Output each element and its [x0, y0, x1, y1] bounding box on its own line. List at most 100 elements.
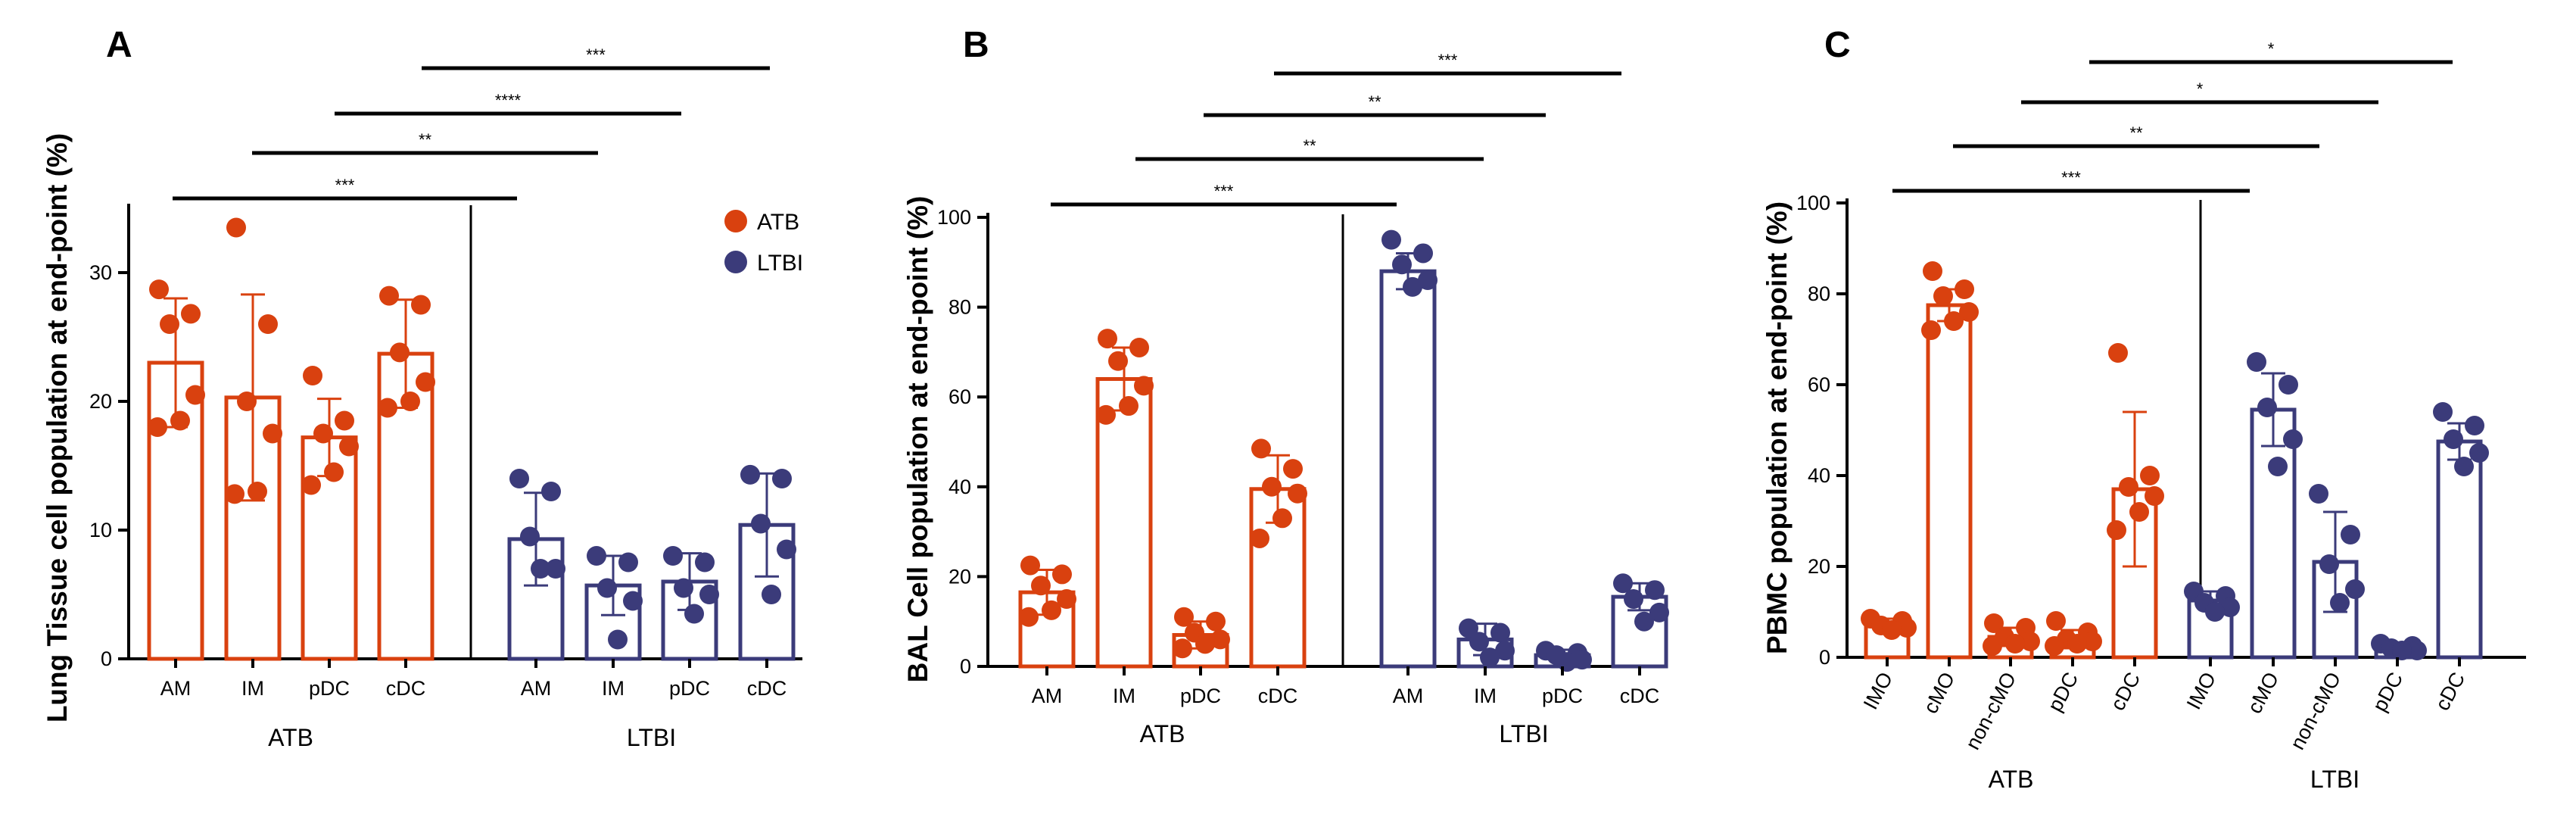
panel-b-cat-label: cDC — [1620, 685, 1660, 707]
panel-a-bar-atb-am-point — [149, 279, 169, 300]
panel-b-bar-atb-cdc-point — [1288, 483, 1307, 504]
panel-b-bar-atb-am-point — [1020, 555, 1040, 576]
panel-c-bar-atb-pdc-point — [2082, 632, 2102, 651]
panel-a-bar-atb-im-point — [248, 482, 267, 501]
panel-c-bar-atb-pdc-point — [2046, 611, 2066, 631]
panel-b-bar-atb-cdc-point — [1250, 528, 1269, 548]
panel-b-bar-atb-im-point — [1108, 351, 1128, 371]
panel-c-bar-atb-cdc-point — [2145, 486, 2164, 506]
panel-a-y-tick-label: 30 — [89, 261, 112, 284]
panel-a-bar-atb-im-point — [258, 314, 278, 334]
panel-c-cat-label: pDC — [2043, 669, 2082, 716]
panel-b-bar-ltbi-im-point — [1459, 618, 1478, 638]
panel-b-sig-label: ** — [1368, 92, 1381, 111]
panel-c-bar-ltbi-non-cmo-point — [2319, 554, 2339, 574]
panel-c-bar-ltbi-cmo-point — [2268, 457, 2288, 476]
panel-c-bar-atb-cmo-point — [1933, 286, 1953, 306]
panel-a-bar-atb-im-point — [226, 217, 246, 238]
panel-b-y-tick-label: 80 — [948, 296, 971, 319]
panel-c-cat-label: cMO — [2243, 669, 2283, 717]
panel-c-bar-ltbi-cdc-point — [2469, 443, 2489, 463]
panel-a-bar-ltbi-am-point — [520, 526, 540, 547]
panel-a-sig-label: *** — [335, 176, 355, 195]
panel-b-cat-label: cDC — [1258, 685, 1298, 707]
panel-c-bar-ltbi-cmo-point — [2247, 352, 2266, 372]
panel-c: C PBMC population at end-point (%) 0 20 40… — [1761, 25, 2526, 793]
panel-c-cat-label: cDC — [2431, 669, 2469, 714]
panel-a-bar-ltbi-im-point — [587, 546, 606, 566]
panel-b-cat-label: IM — [1113, 685, 1135, 707]
panel-b-bar-ltbi-cdc-point — [1649, 602, 1669, 622]
panel-a-bar-atb-cdc-point — [378, 398, 397, 418]
panel-a-sig-label: ** — [419, 130, 432, 149]
panel-b-bar-atb-pdc-point — [1174, 607, 1194, 627]
panel-c-bar-atb-cdc-point — [2108, 343, 2128, 363]
panel-a-bar-atb-cdc-point — [400, 392, 420, 411]
panel-a-bar-ltbi-im-point — [608, 629, 628, 650]
panel-a-bar-ltbi-pdc-point — [684, 604, 704, 624]
panel-a-bar-atb-am-point — [160, 314, 179, 334]
panel-c-bar-atb-pdc-point — [2067, 634, 2087, 654]
panel-a-sig-label: *** — [586, 45, 606, 64]
panel-c-y-tick-label: 40 — [1808, 464, 1830, 487]
panel-c-bar-ltbi-non-cmo-point — [2345, 579, 2365, 599]
panel-a-bar-atb-pdc-point — [339, 436, 359, 457]
legend-label-atb: ATB — [757, 210, 799, 235]
panel-c-bar-ltbi-cdc-point — [2465, 416, 2484, 435]
panel-b-bar-ltbi-im-point — [1495, 641, 1515, 661]
panel-b-bar-atb-pdc-point — [1195, 634, 1215, 654]
panel-a-letter: A — [106, 25, 132, 65]
panel-b-bar-ltbi-am-point — [1403, 276, 1422, 297]
panel-c-cat-label: non-cMO — [1961, 669, 2021, 753]
panel-b-bar-ltbi-cdc-point — [1624, 589, 1643, 610]
panel-c-group-label-ltbi: LTBI — [2310, 766, 2360, 793]
panel-c-bar-ltbi-imo-point — [2220, 597, 2240, 617]
panel-b-bar-atb-am-point — [1019, 607, 1039, 627]
panel-b: B BAL Cell population at end-point (%) 0… — [902, 25, 1669, 747]
panel-b-ylabel: BAL Cell population at end-point (%) — [902, 196, 933, 683]
panel-b-cat-label: AM — [1393, 685, 1424, 707]
panel-c-cat-label: cDC — [2106, 669, 2145, 714]
panel-c-bar-ltbi-cdc-point — [2433, 402, 2453, 422]
panel-b-bar-atb-im-point — [1129, 337, 1149, 357]
panel-a-bar-ltbi-cdc-point — [772, 469, 792, 488]
panel-b-bar-atb-im-point — [1098, 329, 1117, 349]
panel-a-bar-atb-cdc-point — [379, 285, 399, 306]
panel-c-cat-label: cMO — [1919, 669, 1959, 717]
panel-a-bar-ltbi-cdc-point — [740, 464, 760, 485]
panel-a-ylabel: Lung Tissue cell population at end-point… — [42, 133, 73, 722]
panel-b-bar-atb-pdc-point — [1206, 611, 1226, 632]
panel-b-bar-ltbi-am-point — [1418, 270, 1438, 291]
panel-b-bar-ltbi-im-point — [1480, 647, 1500, 668]
panel-a-bar-ltbi-am-point — [531, 559, 550, 579]
panel-b-plot: 0 20 40 60 80 100 AM IM pDC cDC AM IM pDC cDC ATB LTBI *… — [937, 51, 1669, 747]
panel-c-group-label-atb: ATB — [1989, 766, 2034, 793]
panel-c-y-tick-label: 20 — [1808, 555, 1830, 578]
panel-a-cat-label: IM — [241, 677, 264, 700]
panel-a-bar-ltbi-am-point — [541, 482, 561, 501]
panel-a-bar-atb-im-point — [263, 423, 282, 444]
panel-a-bar-ltbi-im-point — [623, 591, 643, 611]
panel-b-sig-label: *** — [1438, 51, 1458, 70]
panel-a-bar-ltbi-im-point — [597, 578, 617, 598]
panel-c-cat-label: IMO — [1859, 669, 1897, 713]
panel-a-bar-ltbi-cdc-point — [777, 539, 796, 560]
panel-c-bar-atb-cmo — [1926, 303, 1973, 660]
panel-c-y-tick-label: 100 — [1796, 192, 1830, 214]
panel-c-letter: C — [1824, 25, 1851, 65]
panel-a-bar-ltbi-cdc-point — [751, 513, 771, 534]
legend-label-ltbi: LTBI — [757, 251, 803, 276]
panel-b-cat-label: AM — [1032, 685, 1063, 707]
panel-a-bar-ltbi-pdc-point — [663, 546, 683, 566]
legend-item-atb: ATB — [724, 210, 799, 235]
panel-a-bar-atb-pdc-point — [324, 462, 344, 482]
panel-a-y-tick-label: 10 — [89, 519, 112, 541]
panel-a-cat-label: cDC — [747, 677, 787, 700]
panel-b-bar-ltbi-cdc-point — [1613, 573, 1633, 594]
panel-c-bar-atb-cdc-point — [2107, 520, 2126, 540]
panel-c-sig-label: * — [2268, 39, 2275, 58]
panel-b-bar-atb-cdc-point — [1262, 476, 1282, 497]
panel-b-group-label-ltbi: LTBI — [1499, 720, 1548, 747]
panel-a-bar-atb-pdc-point — [313, 423, 333, 444]
